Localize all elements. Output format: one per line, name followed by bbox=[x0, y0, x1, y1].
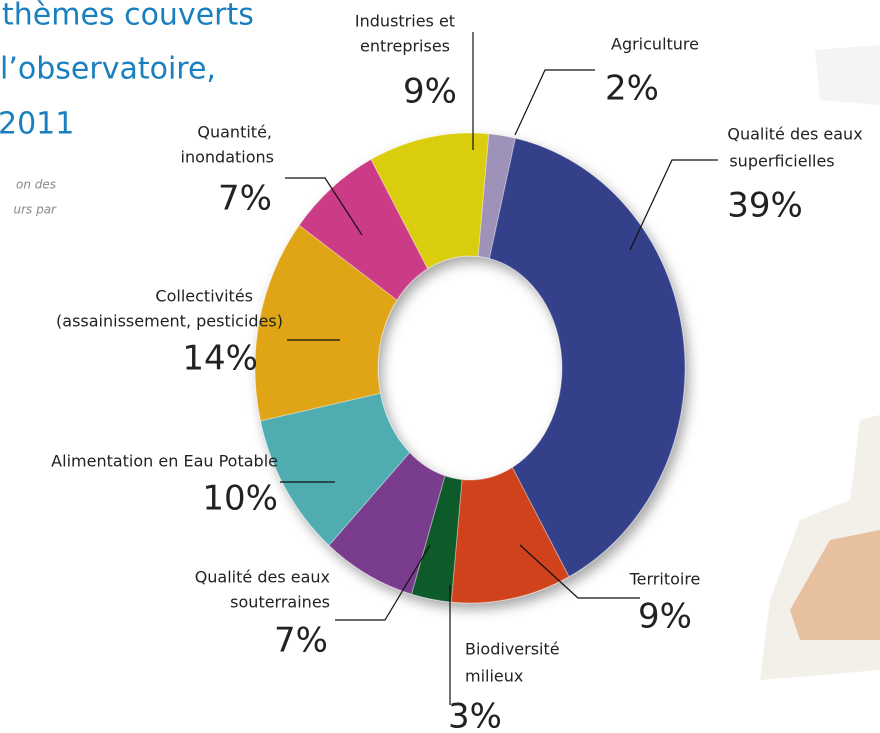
category-label: Qualité des eaux bbox=[727, 125, 862, 144]
category-label: (assainissement, pesticides) bbox=[56, 312, 283, 331]
value-label: 14% bbox=[182, 339, 258, 379]
labels: Agriculture 2% Qualité des eaux superficiel… bbox=[51, 12, 862, 733]
value-label: 7% bbox=[218, 179, 272, 219]
donut-segment bbox=[370, 132, 490, 270]
category-label: Territoire bbox=[629, 570, 701, 589]
category-label: entreprises bbox=[360, 37, 450, 56]
category-label: superficielles bbox=[729, 152, 834, 171]
value-label: 9% bbox=[638, 597, 692, 637]
value-label: 3% bbox=[448, 697, 502, 733]
leader-line bbox=[514, 69, 595, 136]
leader-line bbox=[629, 159, 718, 251]
category-label: Quantité, bbox=[197, 123, 272, 142]
leader-line bbox=[335, 544, 431, 621]
category-label: souterraines bbox=[230, 593, 330, 612]
category-label: inondations bbox=[181, 148, 274, 167]
category-label: Biodiversité bbox=[465, 640, 560, 659]
donut bbox=[254, 132, 686, 604]
donut-segment bbox=[488, 137, 686, 578]
donut-segment bbox=[254, 224, 398, 422]
value-label: 10% bbox=[202, 479, 278, 519]
value-label: 9% bbox=[403, 72, 457, 112]
subtitle-line: on des bbox=[16, 178, 56, 192]
category-label: milieux bbox=[465, 667, 523, 686]
title-line: thèmes couverts bbox=[2, 0, 254, 33]
category-label: Collectivités bbox=[155, 287, 253, 306]
category-label: Agriculture bbox=[611, 35, 699, 54]
subtitle-line: urs par bbox=[13, 203, 57, 217]
value-label: 7% bbox=[274, 621, 328, 661]
leader-line bbox=[285, 177, 363, 236]
background-map bbox=[760, 45, 880, 680]
category-label: Qualité des eaux bbox=[195, 568, 330, 587]
category-label: Alimentation en Eau Potable bbox=[51, 452, 278, 471]
category-label: Industries et bbox=[355, 12, 455, 31]
value-label: 39% bbox=[727, 186, 803, 226]
leader-line bbox=[519, 544, 640, 599]
title-line: l’observatoire, bbox=[0, 52, 216, 87]
value-label: 2% bbox=[605, 69, 659, 109]
title-line: 2011 bbox=[0, 107, 74, 142]
